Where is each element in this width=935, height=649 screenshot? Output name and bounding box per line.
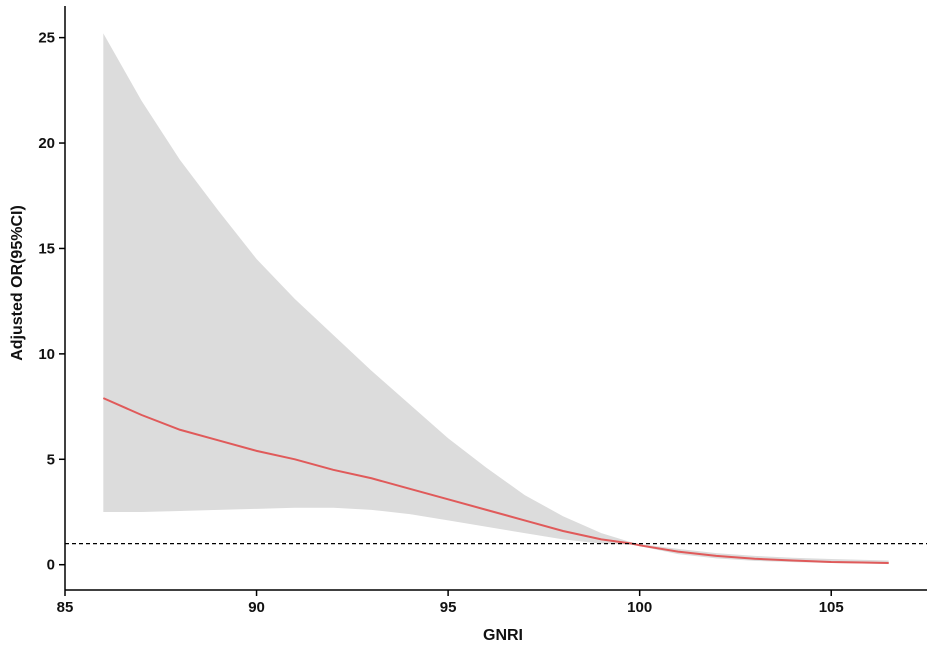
x-axis-label: GNRI [483, 627, 523, 644]
y-tick-label: 20 [38, 135, 55, 152]
y-tick-label: 25 [38, 30, 55, 47]
y-tick-label: 15 [38, 240, 55, 257]
confidence-band [103, 33, 889, 565]
x-tick-label: 100 [627, 599, 652, 616]
y-tick-label: 10 [38, 346, 55, 363]
x-tick-label: 90 [248, 599, 265, 616]
y-tick-label: 5 [47, 451, 55, 468]
x-tick-label: 105 [819, 599, 844, 616]
x-tick-label: 95 [440, 599, 457, 616]
x-tick-label: 85 [57, 599, 74, 616]
or-line [102, 397, 889, 565]
y-tick-label: 0 [47, 557, 55, 574]
y-axis-label: Adjusted OR(95%CI) [9, 205, 26, 361]
